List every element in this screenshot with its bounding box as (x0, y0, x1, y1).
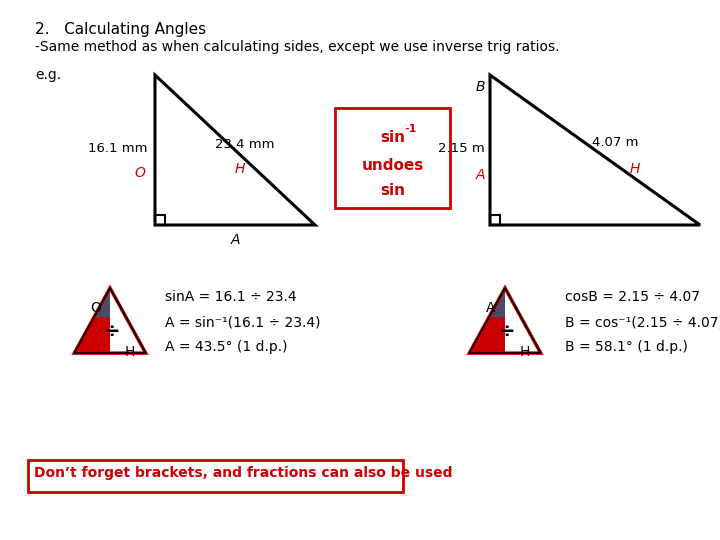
Bar (155, 215, 165, 225)
Text: A: A (475, 168, 485, 182)
Text: B = cos⁻¹(2.15 ÷ 4.07): B = cos⁻¹(2.15 ÷ 4.07) (565, 315, 720, 329)
Polygon shape (74, 288, 110, 353)
Bar (28, 460, 403, 492)
Text: 4.07 m: 4.07 m (592, 136, 638, 149)
Text: B = 58.1° (1 d.p.): B = 58.1° (1 d.p.) (565, 340, 688, 354)
Text: B: B (475, 80, 485, 94)
Text: 16.1 mm: 16.1 mm (88, 142, 147, 155)
Text: sin: sin (380, 130, 405, 145)
Text: O: O (135, 166, 145, 180)
Text: H: H (630, 162, 640, 176)
Polygon shape (469, 288, 505, 353)
Polygon shape (505, 288, 541, 353)
Polygon shape (489, 288, 505, 318)
Text: H: H (520, 345, 530, 359)
Bar (335, 108, 450, 208)
Text: 2.   Calculating Angles: 2. Calculating Angles (35, 22, 206, 37)
Text: 2.15 m: 2.15 m (438, 142, 485, 155)
Text: 23.4 mm: 23.4 mm (215, 138, 275, 151)
Text: -1: -1 (405, 124, 417, 134)
Polygon shape (489, 288, 505, 318)
Polygon shape (110, 288, 145, 353)
Text: undoes: undoes (361, 158, 423, 173)
Text: O: O (91, 301, 102, 315)
Text: A = sin⁻¹(16.1 ÷ 23.4): A = sin⁻¹(16.1 ÷ 23.4) (165, 315, 320, 329)
Text: Don’t forget brackets, and fractions can also be used: Don’t forget brackets, and fractions can… (34, 466, 452, 480)
Text: H: H (235, 162, 246, 176)
Text: sinA = 16.1 ÷ 23.4: sinA = 16.1 ÷ 23.4 (165, 290, 297, 304)
Text: A: A (230, 233, 240, 247)
Text: ÷: ÷ (499, 322, 516, 341)
Polygon shape (94, 288, 110, 318)
Text: cosB = 2.15 ÷ 4.07: cosB = 2.15 ÷ 4.07 (565, 290, 700, 304)
Polygon shape (94, 288, 110, 318)
Text: A: A (486, 301, 496, 315)
Text: ÷: ÷ (104, 322, 120, 341)
Text: sin: sin (380, 183, 405, 198)
Text: H: H (125, 345, 135, 359)
Text: A = 43.5° (1 d.p.): A = 43.5° (1 d.p.) (165, 340, 287, 354)
Bar (490, 215, 500, 225)
Text: e.g.: e.g. (35, 68, 61, 82)
Text: -Same method as when calculating sides, except we use inverse trig ratios.: -Same method as when calculating sides, … (35, 40, 559, 54)
